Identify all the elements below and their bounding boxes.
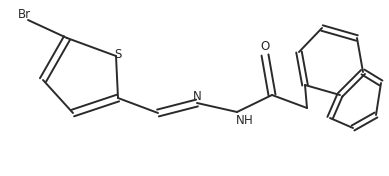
Text: Br: Br — [18, 8, 31, 21]
Text: N: N — [193, 90, 202, 103]
Text: S: S — [114, 48, 122, 61]
Text: H: H — [244, 115, 252, 127]
Text: O: O — [260, 40, 270, 54]
Text: N: N — [236, 115, 244, 127]
